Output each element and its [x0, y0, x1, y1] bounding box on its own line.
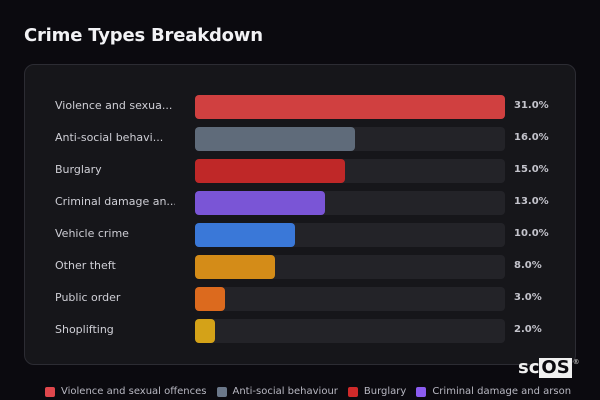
legend-swatch-icon	[347, 386, 358, 397]
chart-card: Violence and sexua... 31.0% Anti-social …	[24, 64, 576, 365]
bar-fill	[195, 95, 505, 119]
bar-row-other-theft[interactable]: Other theft 8.0%	[25, 255, 575, 279]
bar-label: Public order	[55, 291, 121, 304]
bar-fill	[195, 287, 225, 311]
watermark-boxed: OS	[539, 357, 572, 378]
bar-value: 10.0%	[514, 228, 549, 239]
bar-fill	[195, 319, 215, 343]
legend-swatch-icon	[45, 386, 55, 397]
bar-label: Anti-social behavi...	[55, 131, 164, 144]
bar-value: 16.0%	[514, 132, 549, 143]
legend-label: Violence and sexual offences	[61, 386, 207, 397]
bar-label: Burglary	[55, 163, 102, 176]
bar-value: 13.0%	[514, 196, 549, 207]
bar-fill	[195, 127, 355, 151]
legend-item-burglary[interactable]: Burglary	[347, 386, 407, 397]
legend-swatch-icon	[216, 386, 227, 397]
bar-label: Vehicle crime	[55, 227, 129, 240]
bar-fill	[195, 223, 295, 247]
scos-watermark-logo: sc OS ®	[518, 358, 580, 378]
bar-label: Shoplifting	[55, 323, 114, 336]
chart-legend: Violence and sexual offences Anti-social…	[45, 386, 581, 397]
bar-value: 2.0%	[514, 324, 542, 335]
bar-row-public-order[interactable]: Public order 3.0%	[25, 287, 575, 311]
legend-label: Criminal damage and arson	[432, 386, 572, 397]
bar-track	[195, 191, 505, 215]
bar-track	[195, 95, 505, 119]
bar-row-criminal-damage[interactable]: Criminal damage an... 13.0%	[25, 191, 575, 215]
registered-icon: ®	[572, 358, 580, 366]
watermark-prefix: sc	[518, 357, 540, 378]
bar-value: 8.0%	[514, 260, 542, 271]
bar-track	[195, 159, 505, 183]
bar-track	[195, 287, 505, 311]
bar-row-violence[interactable]: Violence and sexua... 31.0%	[25, 95, 575, 119]
bar-value: 15.0%	[514, 164, 549, 175]
legend-swatch-icon	[416, 386, 427, 397]
bar-label: Other theft	[55, 259, 116, 272]
bar-fill	[195, 255, 275, 279]
bar-track	[195, 255, 505, 279]
bar-label: Criminal damage an...	[55, 195, 175, 208]
legend-item-criminal-damage[interactable]: Criminal damage and arson	[416, 386, 571, 397]
bar-track	[195, 127, 505, 151]
bar-row-burglary[interactable]: Burglary 15.0%	[25, 159, 575, 183]
bar-fill	[195, 191, 325, 215]
bar-row-vehicle-crime[interactable]: Vehicle crime 10.0%	[25, 223, 575, 247]
bar-row-anti-social[interactable]: Anti-social behavi... 16.0%	[25, 127, 575, 151]
bar-value: 3.0%	[514, 292, 542, 303]
legend-item-violence[interactable]: Violence and sexual offences	[45, 386, 207, 397]
bar-track	[195, 319, 505, 343]
bar-track	[195, 223, 505, 247]
legend-item-anti-social[interactable]: Anti-social behaviour	[216, 386, 338, 397]
legend-label: Burglary	[363, 386, 407, 397]
bar-value: 31.0%	[514, 100, 549, 111]
bar-fill	[195, 159, 345, 183]
chart-title: Crime Types Breakdown	[24, 25, 263, 46]
legend-label: Anti-social behaviour	[232, 386, 338, 397]
bar-label: Violence and sexua...	[55, 99, 173, 112]
bar-row-shoplifting[interactable]: Shoplifting 2.0%	[25, 319, 575, 343]
